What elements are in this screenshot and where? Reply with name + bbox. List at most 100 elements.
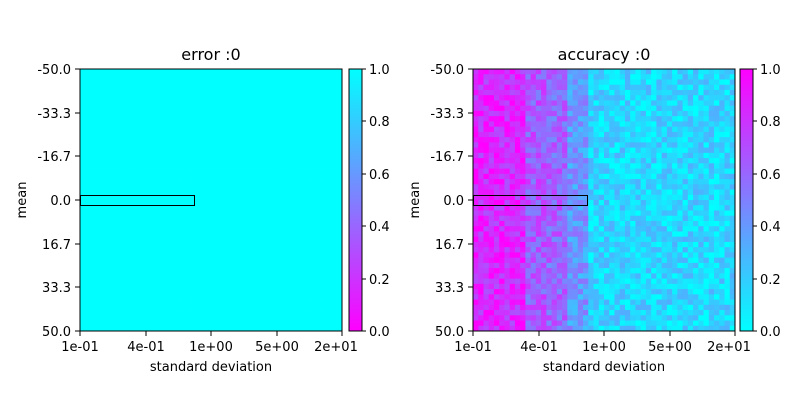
heatmap-cell — [588, 168, 594, 175]
heatmap-cell — [279, 257, 285, 264]
heatmap-cell — [231, 257, 238, 264]
heatmap-cell — [604, 289, 610, 295]
heatmap-cell — [682, 189, 689, 196]
heatmap-cell — [331, 84, 338, 91]
heatmap-cell — [530, 79, 537, 86]
heatmap-cell — [90, 257, 97, 264]
heatmap-cell — [179, 226, 186, 232]
heatmap-cell — [687, 304, 694, 311]
heatmap-cell — [100, 74, 107, 80]
heatmap-cell — [273, 226, 280, 232]
heatmap-cell — [106, 220, 112, 227]
heatmap-cell — [488, 184, 495, 190]
heatmap-cell — [174, 268, 180, 274]
heatmap-cell — [153, 220, 159, 227]
heatmap-cell — [530, 184, 537, 190]
heatmap-cell — [520, 79, 526, 86]
heatmap-cell — [158, 273, 165, 279]
heatmap-cell — [656, 137, 663, 143]
heatmap-cell — [231, 215, 238, 222]
heatmap-cell — [541, 236, 547, 243]
heatmap-cell — [80, 84, 86, 91]
heatmap-cell — [90, 283, 97, 290]
heatmap-cell — [331, 110, 338, 117]
heatmap-cell — [100, 110, 107, 117]
heatmap-cell — [179, 236, 186, 243]
heatmap-cell — [672, 110, 678, 117]
heatmap-cell — [698, 278, 704, 285]
heatmap-cell — [504, 194, 511, 201]
heatmap-cell — [535, 142, 542, 148]
heatmap-cell — [551, 215, 558, 222]
heatmap-cell — [624, 294, 631, 300]
heatmap-cell — [237, 278, 243, 285]
heatmap-cell — [326, 95, 332, 101]
heatmap-cell — [520, 105, 526, 112]
heatmap-cell — [242, 210, 249, 217]
heatmap-cell — [132, 289, 139, 295]
heatmap-cell — [541, 200, 547, 206]
heatmap-cell — [127, 273, 133, 279]
heatmap-cell — [111, 262, 118, 269]
heatmap-cell — [148, 189, 154, 196]
heatmap-cell — [231, 74, 238, 80]
heatmap-cell — [509, 278, 516, 285]
heatmap-cell — [473, 116, 479, 122]
heatmap-cell — [630, 241, 636, 248]
heatmap-cell — [514, 205, 521, 211]
heatmap-cell — [184, 247, 191, 253]
heatmap-cell — [609, 179, 615, 185]
heatmap-cell — [242, 294, 249, 300]
heatmap-cell — [111, 289, 118, 295]
heatmap-cell — [635, 142, 642, 148]
heatmap-cell — [221, 168, 228, 175]
heatmap-cell — [205, 100, 212, 107]
heatmap-cell — [289, 268, 296, 274]
heatmap-cell — [80, 226, 86, 232]
heatmap-cell — [687, 215, 694, 222]
heatmap-cell — [724, 184, 731, 190]
heatmap-cell — [530, 116, 537, 122]
heatmap-cell — [273, 189, 280, 196]
heatmap-cell — [572, 310, 579, 316]
heatmap-cell — [211, 163, 217, 169]
heatmap-cell — [179, 158, 186, 164]
heatmap-cell — [184, 283, 191, 290]
heatmap-cell — [289, 84, 296, 91]
heatmap-cell — [556, 84, 563, 91]
heatmap-cell — [504, 220, 511, 227]
heatmap-cell — [473, 95, 479, 101]
heatmap-cell — [242, 320, 249, 327]
heatmap-cell — [326, 110, 332, 117]
heatmap-cell — [148, 84, 154, 91]
heatmap-cell — [211, 278, 217, 285]
heatmap-cell — [169, 110, 175, 117]
heatmap-cell — [174, 173, 180, 180]
heatmap-cell — [169, 231, 175, 238]
heatmap-cell — [604, 84, 610, 91]
heatmap-cell — [321, 89, 327, 96]
heatmap-cell — [90, 226, 97, 232]
heatmap-cell — [315, 184, 322, 190]
heatmap-cell — [273, 247, 280, 253]
heatmap-cell — [687, 79, 694, 86]
heatmap-cell — [724, 299, 731, 306]
heatmap-cell — [520, 278, 526, 285]
heatmap-cell — [541, 105, 547, 112]
heatmap-cell — [273, 184, 280, 190]
heatmap-cell — [305, 262, 311, 269]
heatmap-cell — [488, 194, 495, 201]
heatmap-cell — [100, 121, 107, 128]
heatmap-cell — [572, 69, 579, 75]
heatmap-cell — [163, 147, 170, 154]
heatmap-cell — [530, 247, 537, 253]
heatmap-cell — [326, 69, 332, 75]
heatmap-cell — [614, 163, 621, 169]
heatmap-cell — [305, 194, 311, 201]
heatmap-cell — [294, 158, 301, 164]
heatmap-cell — [499, 304, 505, 311]
heatmap-cell — [556, 262, 563, 269]
heatmap-cell — [619, 262, 626, 269]
heatmap-cell — [90, 168, 97, 175]
heatmap-cell — [237, 320, 243, 327]
